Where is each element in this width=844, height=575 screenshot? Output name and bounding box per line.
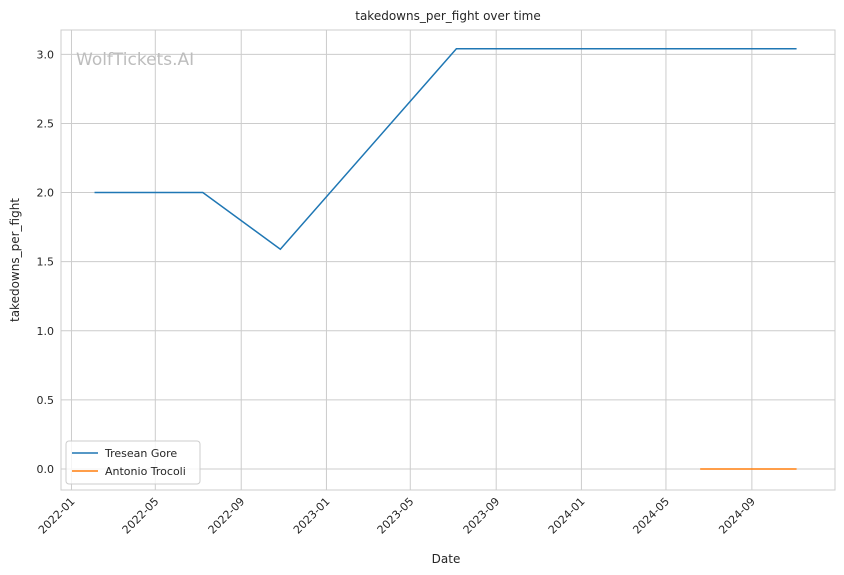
x-tick-label: 2022-05 [120,495,162,537]
plot-frame [60,29,836,491]
watermark: WolfTickets.AI [76,50,194,70]
x-tick-label: 2023-01 [291,495,333,537]
y-tick-label: 1.5 [37,256,55,269]
legend-label: Tresean Gore [104,447,177,460]
legend-label: Antonio Trocoli [105,465,186,478]
legend-box [65,440,201,485]
x-tick-label: 2023-09 [461,495,503,537]
x-tick-label: 2022-09 [206,495,248,537]
legend: Tresean Gore Antonio Trocoli [65,440,201,485]
y-tick-label: 2.5 [37,117,55,130]
y-tick-label: 3.0 [37,48,55,61]
x-tick-labels: 2022-01 2022-05 2022-09 2023-01 2023-05 2023-… [36,495,758,537]
x-axis-label: Date [432,552,461,566]
chart-title: takedowns_per_fight over time [355,9,541,23]
y-tick-label: 1.0 [37,325,55,338]
y-tick-label: 2.0 [37,187,55,200]
x-tick-label: 2023-05 [375,495,417,537]
series-line-tresean-gore [94,48,797,251]
x-tick-label: 2024-01 [546,495,588,537]
x-tick-label: 2022-01 [36,495,78,537]
y-tick-label: 0.0 [37,463,55,476]
grid [61,30,835,490]
y-axis-label: takedowns_per_fight [8,198,22,322]
y-tick-label: 0.5 [37,394,55,407]
y-tick-labels: 0.0 0.5 1.0 1.5 2.0 2.5 3.0 [37,48,55,476]
x-tick-label: 2024-05 [630,495,672,537]
x-tick-label: 2024-09 [716,495,758,537]
series-lines [94,48,797,470]
